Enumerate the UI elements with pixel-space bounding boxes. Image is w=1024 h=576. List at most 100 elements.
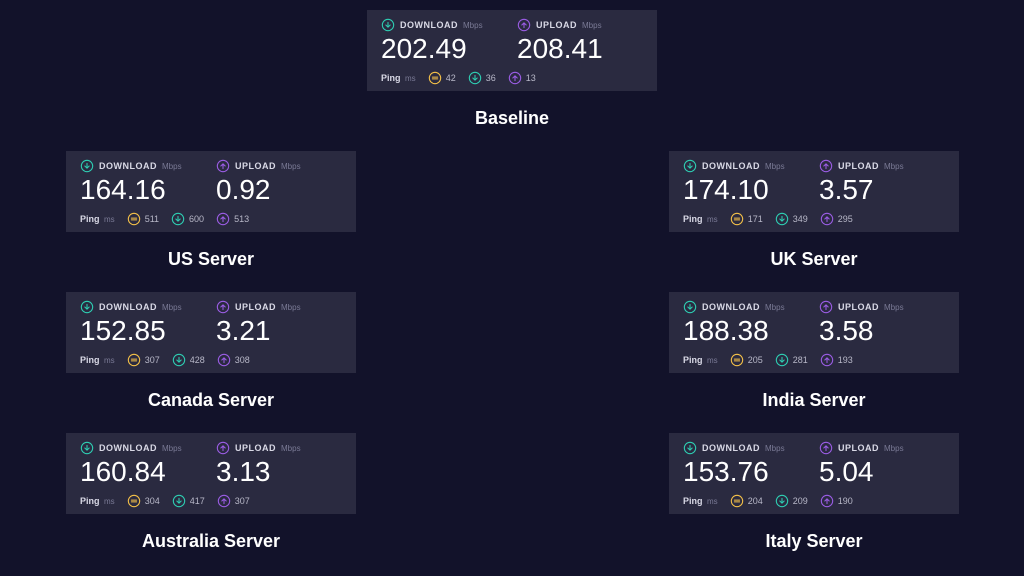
speed-card-uk: DOWNLOADMbps 174.10 UPLOADMbps 3.57 Ping… bbox=[669, 151, 959, 232]
unit-label: Mbps bbox=[162, 162, 182, 171]
round-trip-icon bbox=[127, 494, 141, 508]
unit-label: Mbps bbox=[281, 444, 301, 453]
upload-label: UPLOAD bbox=[235, 302, 276, 312]
ping-stat-upload: 513 bbox=[216, 212, 249, 226]
round-trip-icon bbox=[127, 212, 141, 226]
ping-label: Ping ms bbox=[80, 355, 115, 365]
upload-value: 208.41 bbox=[517, 34, 643, 65]
upload-metric: UPLOADMbps 5.04 bbox=[819, 441, 945, 488]
download-metric: DOWNLOADMbps 164.16 bbox=[80, 159, 206, 206]
ping-stat-upload: 13 bbox=[508, 71, 536, 85]
upload-value: 5.04 bbox=[819, 457, 945, 488]
upload-metric: UPLOADMbps 3.57 bbox=[819, 159, 945, 206]
unit-label: Mbps bbox=[463, 21, 483, 30]
download-value: 152.85 bbox=[80, 316, 206, 347]
ping-stat-upload: 308 bbox=[217, 353, 250, 367]
download-value: 164.16 bbox=[80, 175, 206, 206]
upload-label: UPLOAD bbox=[235, 161, 276, 171]
upload-icon bbox=[216, 300, 230, 314]
download-value: 202.49 bbox=[381, 34, 507, 65]
ping-stat-idle: 307 bbox=[127, 353, 160, 367]
upload-icon bbox=[820, 212, 834, 226]
speed-card-india: DOWNLOADMbps 188.38 UPLOADMbps 3.58 Ping… bbox=[669, 292, 959, 373]
round-trip-icon bbox=[730, 353, 744, 367]
download-metric: DOWNLOADMbps 153.76 bbox=[683, 441, 809, 488]
speed-card-baseline: DOWNLOAD Mbps 202.49 UPLOAD Mbps 208.41 … bbox=[367, 10, 657, 91]
upload-metric: UPLOAD Mbps 3.21 bbox=[216, 300, 342, 347]
ping-stat-idle: 204 bbox=[730, 494, 763, 508]
download-icon bbox=[775, 353, 789, 367]
download-icon bbox=[80, 300, 94, 314]
ping-stat-download: 209 bbox=[775, 494, 808, 508]
download-label: DOWNLOAD bbox=[702, 161, 760, 171]
download-icon bbox=[468, 71, 482, 85]
upload-icon bbox=[216, 212, 230, 226]
round-trip-icon bbox=[730, 212, 744, 226]
speed-card-australia: DOWNLOADMbps 160.84 UPLOADMbps 3.13 Ping… bbox=[66, 433, 356, 514]
download-icon bbox=[683, 441, 697, 455]
card-title-us: US Server bbox=[66, 249, 356, 270]
unit-label: Mbps bbox=[281, 162, 301, 171]
unit-label: Mbps bbox=[765, 303, 785, 312]
upload-icon bbox=[819, 441, 833, 455]
ping-stat-download: 417 bbox=[172, 494, 205, 508]
round-trip-icon bbox=[127, 353, 141, 367]
upload-icon bbox=[819, 300, 833, 314]
round-trip-icon bbox=[730, 494, 744, 508]
upload-metric: UPLOAD Mbps 3.13 bbox=[216, 441, 342, 488]
ping-stat-upload: 193 bbox=[820, 353, 853, 367]
speed-card-italy: DOWNLOADMbps 153.76 UPLOADMbps 5.04 Ping… bbox=[669, 433, 959, 514]
unit-label: Mbps bbox=[162, 444, 182, 453]
download-label: DOWNLOAD bbox=[702, 302, 760, 312]
unit-label: Mbps bbox=[765, 444, 785, 453]
ping-stat-idle: 171 bbox=[730, 212, 763, 226]
download-icon bbox=[172, 353, 186, 367]
ping-label: Ping ms bbox=[80, 496, 115, 506]
upload-icon bbox=[216, 159, 230, 173]
download-value: 153.76 bbox=[683, 457, 809, 488]
unit-label: Mbps bbox=[281, 303, 301, 312]
download-icon bbox=[172, 494, 186, 508]
unit-label: Mbps bbox=[884, 162, 904, 171]
download-icon bbox=[381, 18, 395, 32]
upload-value: 3.57 bbox=[819, 175, 945, 206]
upload-icon bbox=[508, 71, 522, 85]
card-title-baseline: Baseline bbox=[367, 108, 657, 129]
ping-stat-upload: 190 bbox=[820, 494, 853, 508]
download-label: DOWNLOAD bbox=[400, 20, 458, 30]
unit-label: Mbps bbox=[884, 444, 904, 453]
download-icon bbox=[80, 441, 94, 455]
upload-value: 3.21 bbox=[216, 316, 342, 347]
upload-icon bbox=[517, 18, 531, 32]
upload-value: 3.13 bbox=[216, 457, 342, 488]
download-value: 188.38 bbox=[683, 316, 809, 347]
download-label: DOWNLOAD bbox=[99, 302, 157, 312]
download-icon bbox=[683, 159, 697, 173]
ping-stat-download: 281 bbox=[775, 353, 808, 367]
ping-label: Ping ms bbox=[683, 496, 718, 506]
upload-icon bbox=[216, 441, 230, 455]
download-value: 174.10 bbox=[683, 175, 809, 206]
upload-label: UPLOAD bbox=[235, 443, 276, 453]
ping-stat-idle: 511 bbox=[127, 212, 159, 226]
upload-metric: UPLOAD Mbps 208.41 bbox=[517, 18, 643, 65]
ping-stat-download: 600 bbox=[171, 212, 204, 226]
download-icon bbox=[775, 494, 789, 508]
speed-card-us: DOWNLOADMbps 164.16 UPLOADMbps 0.92 Ping… bbox=[66, 151, 356, 232]
download-metric: DOWNLOAD Mbps 152.85 bbox=[80, 300, 206, 347]
card-title-canada: Canada Server bbox=[66, 390, 356, 411]
ping-label: Ping ms bbox=[683, 355, 718, 365]
upload-icon bbox=[820, 494, 834, 508]
card-title-uk: UK Server bbox=[669, 249, 959, 270]
download-icon bbox=[683, 300, 697, 314]
upload-value: 3.58 bbox=[819, 316, 945, 347]
upload-label: UPLOAD bbox=[536, 20, 577, 30]
unit-label: Mbps bbox=[162, 303, 182, 312]
ping-stat-idle: 304 bbox=[127, 494, 160, 508]
ping-label: Ping ms bbox=[80, 214, 115, 224]
ping-stat-idle: 205 bbox=[730, 353, 763, 367]
download-value: 160.84 bbox=[80, 457, 206, 488]
upload-icon bbox=[217, 494, 231, 508]
upload-icon bbox=[819, 159, 833, 173]
unit-label: Mbps bbox=[582, 21, 602, 30]
